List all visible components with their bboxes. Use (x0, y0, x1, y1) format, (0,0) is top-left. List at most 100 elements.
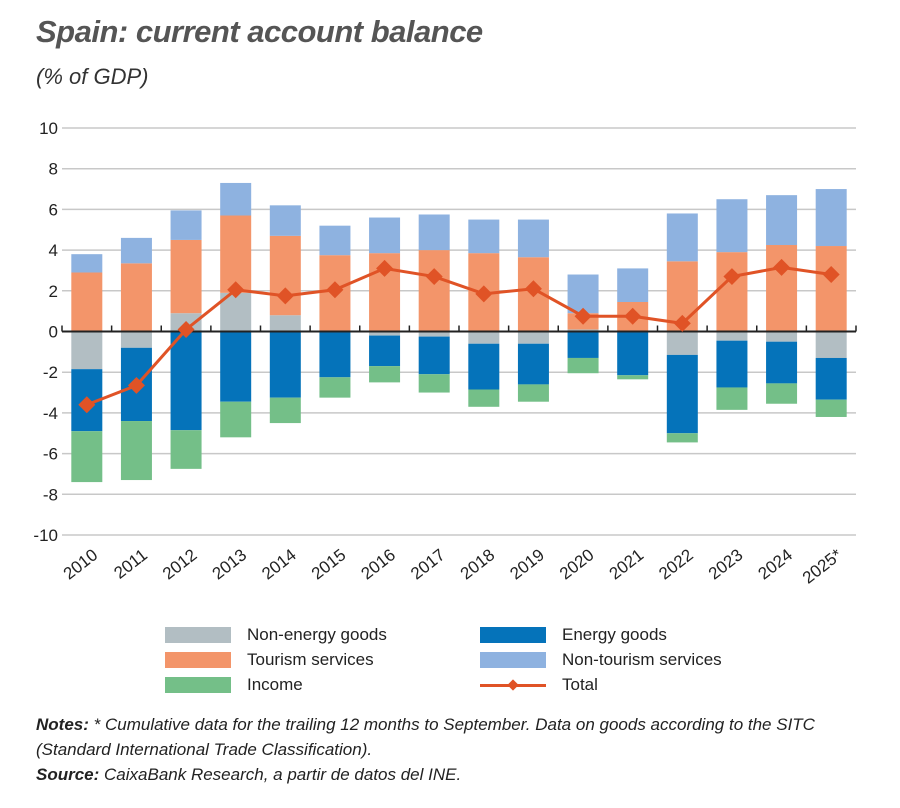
total-marker (673, 314, 691, 332)
bar-energy-goods (369, 335, 401, 367)
bar-non-energy-goods (369, 331, 401, 336)
y-tick-label: -2 (43, 363, 58, 382)
chart-subtitle: (% of GDP) (36, 64, 149, 89)
bar-tourism-services (71, 272, 103, 332)
bar-non-tourism-services (567, 274, 599, 314)
bar-income (617, 375, 649, 380)
bar-income (567, 357, 599, 374)
bar-tourism-services (120, 263, 152, 332)
bar-income (120, 421, 152, 481)
bar-tourism-services (716, 252, 748, 332)
bar-non-energy-goods (269, 315, 301, 332)
bar-energy-goods (468, 343, 500, 390)
y-tick-label: -8 (43, 485, 58, 504)
bar-non-energy-goods (766, 331, 798, 342)
y-tick-label: 6 (49, 200, 58, 219)
y-tick-label: 10 (39, 119, 58, 138)
total-marker (227, 281, 245, 299)
legend-label: Non-energy goods (247, 624, 387, 644)
x-tick-label: 2019 (506, 545, 548, 583)
y-tick-label: -10 (33, 526, 58, 545)
bar-energy-goods (766, 341, 798, 384)
bar-income (319, 377, 351, 398)
bar-non-tourism-services (666, 213, 698, 262)
bar-energy-goods (716, 340, 748, 388)
x-tick-label: 2020 (556, 545, 598, 583)
legend-swatch (480, 651, 546, 668)
x-tick-label: 2015 (308, 545, 350, 583)
bar-non-tourism-services (468, 219, 500, 254)
bar-energy-goods (269, 331, 301, 398)
total-line (86, 265, 832, 407)
legend-item: Non-energy goods (165, 624, 480, 645)
x-tick-label: 2012 (159, 545, 201, 583)
bar-non-energy-goods (517, 331, 549, 344)
bar-energy-goods (617, 332, 649, 376)
legend-item: Non-tourism services (480, 649, 760, 670)
legend-label: Tourism services (247, 649, 374, 669)
bar-income (170, 430, 202, 469)
total-marker (574, 307, 592, 325)
bar-tourism-services (418, 250, 450, 332)
notes-text: * Cumulative data for the trailing 12 mo… (36, 715, 815, 759)
bar-income (468, 389, 500, 407)
legend-swatch (480, 626, 546, 643)
y-tick-label: 8 (49, 160, 58, 179)
bar-energy-goods (815, 357, 847, 400)
bar-non-tourism-services (220, 182, 252, 216)
bar-non-energy-goods (716, 331, 748, 341)
y-tick-label: -4 (43, 404, 58, 423)
bar-non-tourism-services (517, 219, 549, 258)
legend-swatch (480, 677, 546, 693)
total-marker (773, 258, 791, 276)
bar-income (766, 383, 798, 404)
bar-non-energy-goods (666, 331, 698, 355)
bar-energy-goods (170, 331, 202, 431)
x-tick-label: 2011 (110, 545, 151, 582)
legend-swatch (165, 651, 231, 668)
y-tick-label: 0 (49, 323, 58, 342)
total-marker (78, 396, 96, 414)
legend: Non-energy goods Energy goods Tourism serv… (165, 624, 765, 695)
legend-swatch (165, 676, 231, 693)
bar-energy-goods (418, 336, 450, 375)
bar-energy-goods (319, 332, 351, 378)
x-tick-label: 2013 (209, 545, 251, 583)
x-tick-label: 2010 (60, 545, 102, 583)
legend-item: Income (165, 674, 480, 695)
total-marker (624, 307, 642, 325)
bar-non-tourism-services (170, 210, 202, 240)
bar-non-tourism-services (617, 268, 649, 302)
bar-energy-goods (666, 354, 698, 434)
bar-non-tourism-services (766, 195, 798, 246)
bar-income (71, 431, 103, 483)
bar-non-energy-goods (567, 329, 599, 332)
source-label: Source: (36, 765, 100, 784)
x-tick-label: 2021 (606, 545, 648, 583)
x-tick-label: 2022 (655, 545, 697, 583)
total-marker (326, 281, 344, 299)
total-marker (822, 266, 840, 284)
legend-label: Energy goods (562, 624, 667, 644)
legend-label: Income (247, 674, 303, 694)
bar-income (666, 433, 698, 443)
bar-non-tourism-services (269, 205, 301, 236)
bar-non-tourism-services (71, 254, 103, 273)
total-marker (524, 280, 542, 298)
x-tick-label: 2018 (457, 545, 499, 583)
legend-label: Total (562, 674, 598, 694)
y-tick-label: -6 (43, 445, 58, 464)
bar-energy-goods (517, 343, 549, 385)
notes-label: Notes: (36, 715, 89, 734)
x-tick-label: 2025* (799, 545, 846, 588)
y-tick-label: 4 (49, 241, 58, 260)
total-marker (475, 285, 493, 303)
total-marker (127, 376, 145, 394)
bar-non-energy-goods (418, 331, 450, 337)
chart-title: Spain: current account balance (36, 14, 483, 49)
bar-income (369, 366, 401, 383)
bar-income (517, 384, 549, 402)
total-marker (723, 268, 741, 286)
bar-income (418, 374, 450, 393)
x-tick-label: 2014 (258, 545, 300, 583)
